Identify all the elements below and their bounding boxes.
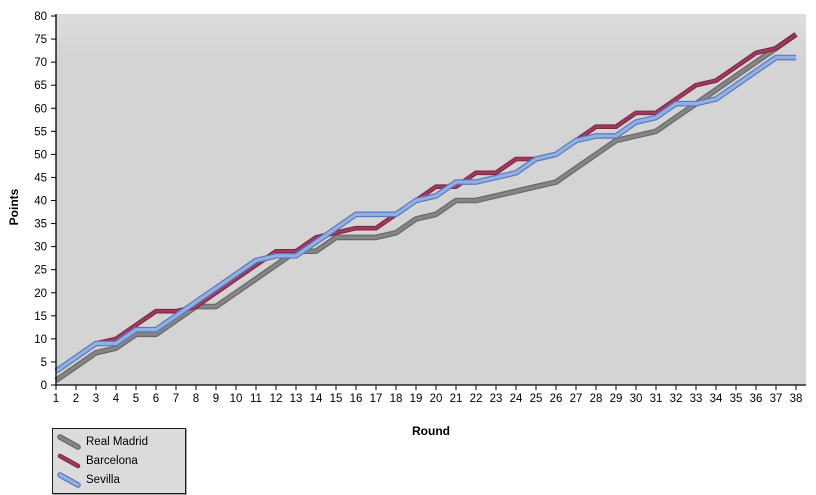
x-tick-label: 20 bbox=[430, 393, 443, 405]
x-tick-label: 10 bbox=[230, 393, 243, 405]
y-tick-label: 55 bbox=[34, 126, 47, 138]
x-tick-label: 6 bbox=[153, 393, 159, 405]
x-tick-label: 3 bbox=[93, 393, 99, 405]
x-tick-label: 27 bbox=[570, 393, 583, 405]
x-tick-label: 15 bbox=[330, 393, 343, 405]
x-tick-label: 38 bbox=[790, 393, 803, 405]
x-tick-label: 21 bbox=[450, 393, 463, 405]
x-tick-label: 22 bbox=[470, 393, 483, 405]
series-line-real-madrid bbox=[55, 33, 797, 382]
x-tick-label: 34 bbox=[710, 393, 723, 405]
legend-label: Sevilla bbox=[86, 473, 120, 486]
x-tick-label: 11 bbox=[250, 393, 262, 405]
y-axis-title: Points bbox=[7, 188, 21, 226]
x-tick-label: 19 bbox=[410, 393, 423, 405]
y-tick-label: 50 bbox=[34, 149, 47, 161]
y-tick-label: 60 bbox=[34, 103, 47, 115]
x-tick-label: 23 bbox=[490, 393, 503, 405]
x-tick-label: 26 bbox=[550, 393, 563, 405]
x-tick-label: 18 bbox=[390, 393, 403, 405]
x-tick-label: 17 bbox=[370, 393, 383, 405]
legend-item-barcelona: Barcelona bbox=[57, 451, 179, 470]
y-tick-label: 40 bbox=[34, 196, 47, 208]
legend-item-sevilla: Sevilla bbox=[57, 470, 179, 489]
y-tick-label: 5 bbox=[41, 357, 47, 369]
x-tick-label: 25 bbox=[530, 393, 543, 405]
x-tick-label: 32 bbox=[670, 393, 683, 405]
x-tick-label: 13 bbox=[290, 393, 303, 405]
x-tick-label: 36 bbox=[750, 393, 763, 405]
y-tick-label: 15 bbox=[34, 311, 47, 323]
y-tick-label: 10 bbox=[34, 334, 47, 346]
y-tick-label: 45 bbox=[34, 172, 47, 184]
x-tick-label: 5 bbox=[133, 393, 139, 405]
x-tick-label: 28 bbox=[590, 393, 603, 405]
x-tick-label: 31 bbox=[650, 393, 663, 405]
x-tick-label: 7 bbox=[173, 393, 179, 405]
y-tick-label: 25 bbox=[34, 265, 47, 277]
y-tick-label: 80 bbox=[34, 11, 47, 23]
x-tick-label: 35 bbox=[730, 393, 743, 405]
legend: Real Madrid Barcelona Sevilla bbox=[52, 428, 186, 494]
x-tick-label: 2 bbox=[73, 393, 79, 405]
x-tick-label: 8 bbox=[193, 393, 199, 405]
x-tick-label: 30 bbox=[630, 393, 643, 405]
series-line-sevilla bbox=[55, 55, 796, 373]
y-tick-label: 75 bbox=[34, 34, 47, 46]
real-madrid-line-swatch-icon bbox=[57, 433, 81, 450]
x-tick-label: 37 bbox=[770, 393, 783, 405]
y-tick-label: 70 bbox=[34, 57, 47, 69]
x-tick-label: 29 bbox=[610, 393, 623, 405]
x-tick-label: 1 bbox=[53, 393, 59, 405]
x-tick-label: 14 bbox=[310, 393, 323, 405]
legend-label: Barcelona bbox=[86, 454, 138, 467]
x-tick-label: 33 bbox=[690, 393, 703, 405]
x-axis-title: Round bbox=[412, 424, 450, 438]
legend-label: Real Madrid bbox=[86, 435, 148, 448]
x-tick-label: 16 bbox=[350, 393, 363, 405]
axis-lines bbox=[55, 14, 806, 386]
x-tick-label: 24 bbox=[510, 393, 523, 405]
x-tick-label: 12 bbox=[270, 393, 283, 405]
y-tick-label: 65 bbox=[34, 80, 47, 92]
sevilla-line-swatch-icon bbox=[57, 471, 81, 488]
y-tick-label: 30 bbox=[34, 242, 47, 254]
y-tick-label: 0 bbox=[41, 380, 47, 392]
y-tick-label: 20 bbox=[34, 288, 47, 300]
y-tick-label: 35 bbox=[34, 219, 47, 231]
legend-item-real-madrid: Real Madrid bbox=[57, 432, 179, 451]
x-tick-label: 4 bbox=[113, 393, 120, 405]
x-tick-label: 9 bbox=[213, 393, 219, 405]
barcelona-line-swatch-icon bbox=[57, 453, 81, 468]
